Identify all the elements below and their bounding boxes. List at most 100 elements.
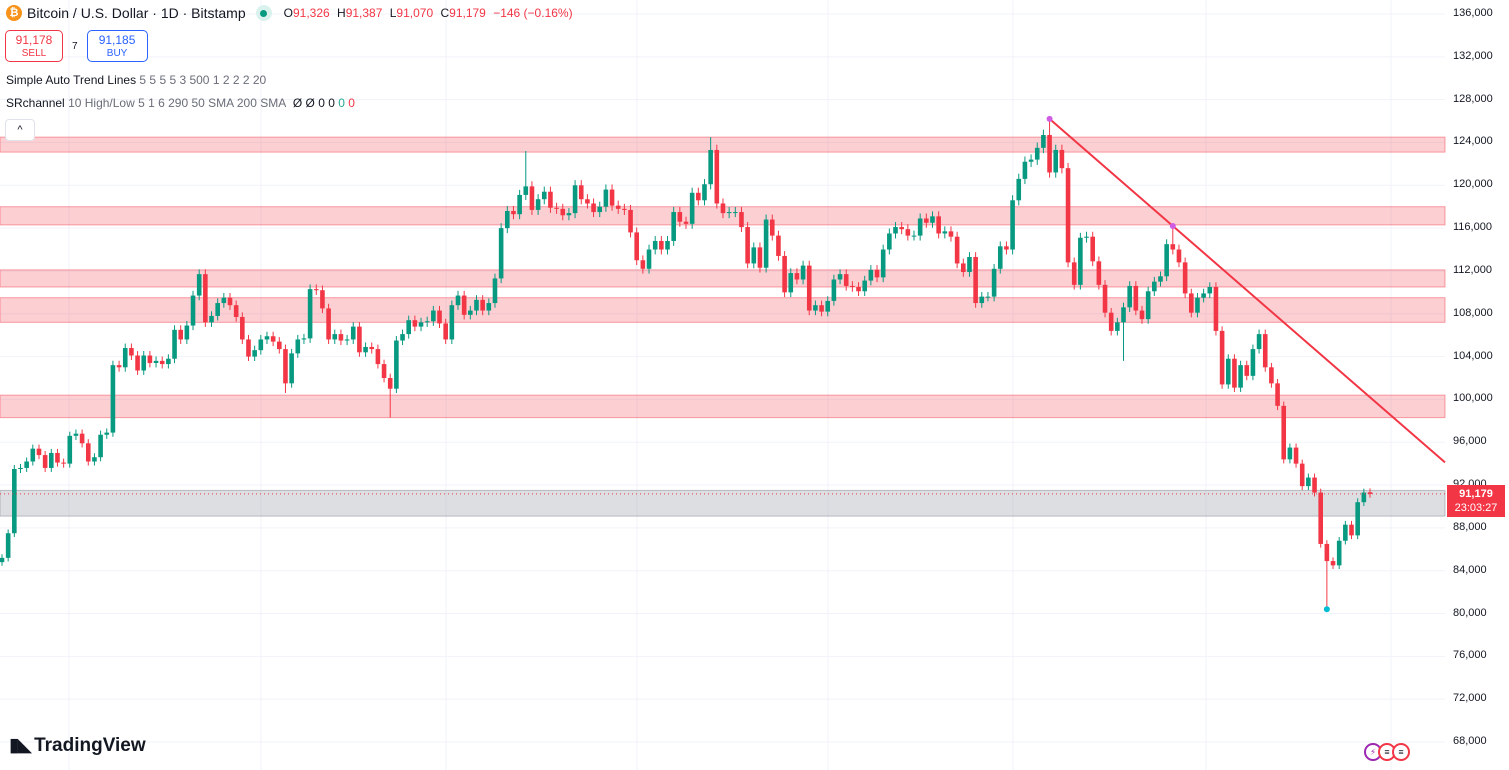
candle-body (1287, 447, 1293, 460)
indicator-params: 10 High/Low 5 1 6 290 50 SMA 200 SMA (68, 96, 286, 110)
tradingview-logo[interactable]: ▮◣ TradingView (9, 734, 146, 757)
gray-zone (0, 489, 1446, 517)
candle-body (646, 249, 652, 269)
candle-body (1299, 463, 1305, 487)
candle-body (862, 280, 868, 292)
candle-body (671, 212, 676, 241)
pivot-marker (1046, 115, 1053, 122)
candle-body (375, 349, 381, 365)
open-label: O (283, 6, 293, 20)
candle-body (387, 378, 393, 389)
candle-body (924, 218, 929, 223)
sr-zone (0, 269, 1446, 288)
candle-body (1281, 405, 1287, 460)
sr-zone (0, 136, 1446, 153)
candle-body (739, 212, 744, 228)
candle-body (449, 305, 455, 340)
candle-body (98, 434, 103, 458)
symbol-header: ₿ Bitcoin / U.S. Dollar · 1D · Bitstamp … (6, 5, 573, 21)
candle-body (1188, 293, 1194, 313)
candle-body (301, 338, 307, 340)
candle-body (702, 184, 707, 201)
candle-body (381, 364, 387, 378)
candle-body (110, 365, 116, 433)
candle-body (954, 236, 960, 264)
candle-body (732, 212, 738, 214)
buy-button[interactable]: 91,185 BUY (86, 30, 148, 62)
high-label: H (337, 6, 346, 20)
candle-body (985, 296, 991, 298)
candle-body (960, 263, 966, 273)
trendline-layer (0, 115, 1446, 613)
candle-body (930, 216, 935, 223)
candle-body (1139, 310, 1145, 320)
candle-body (18, 467, 23, 469)
candle-body (622, 208, 627, 210)
candle-body (893, 227, 898, 234)
candle-body (400, 334, 405, 341)
symbol-title[interactable]: Bitcoin / U.S. Dollar · 1D · Bitstamp (27, 5, 246, 21)
candle-body (184, 325, 190, 340)
us-flag-event-icon[interactable]: ≡ (1392, 743, 1410, 761)
candle-body (1256, 334, 1262, 350)
indicator-trend-lines[interactable]: Simple Auto Trend Lines 5 5 5 5 3 500 1 … (6, 73, 266, 87)
candle-body (566, 213, 572, 216)
candle-body (1090, 236, 1096, 262)
candle-body (313, 289, 319, 291)
tradingview-mark-icon: ▮◣ (9, 735, 32, 756)
candle-body (850, 285, 855, 287)
candle-body (196, 274, 202, 296)
candle-body (757, 247, 763, 268)
candle-body (1312, 477, 1317, 493)
candle-body (5, 533, 11, 558)
current-price: 91,179 (1459, 488, 1493, 500)
candle-body (73, 433, 79, 436)
price-tick-label: 84,000 (1453, 563, 1487, 576)
price-tick-label: 88,000 (1453, 520, 1487, 533)
event-icons: ⚡ ≡ ≡ (1364, 743, 1410, 761)
candle-body (455, 295, 461, 306)
candle-body (258, 339, 264, 351)
candle-body (967, 257, 972, 273)
candle-body (1262, 334, 1268, 368)
candle-body (603, 189, 609, 207)
candle-body (326, 308, 331, 340)
candle-body (1324, 543, 1330, 562)
candle-body (1121, 307, 1126, 323)
candle-body (363, 346, 368, 353)
candle-body (615, 205, 621, 209)
candle-body (825, 300, 831, 312)
candle-body (1152, 281, 1157, 292)
candle-body (1158, 276, 1163, 282)
sell-button[interactable]: 91,178 SELL (5, 30, 63, 62)
candle-body (1336, 540, 1342, 566)
candle-body (406, 320, 412, 335)
indicator-params: 5 5 5 5 3 500 1 2 2 2 20 (139, 73, 267, 87)
candle-body (246, 339, 251, 357)
candle-body (468, 310, 473, 315)
indicator-name: SRchannel (6, 96, 65, 110)
candle-body (30, 448, 36, 462)
candle-body (492, 278, 498, 304)
candle-body (1176, 249, 1182, 263)
candle-body (486, 303, 492, 311)
candle-body (1361, 492, 1367, 503)
candle-body (209, 315, 214, 323)
candle-body (1306, 477, 1311, 487)
candle-body (153, 360, 159, 364)
candle-body (1367, 492, 1373, 494)
candle-body (1053, 149, 1059, 173)
chevron-up-icon[interactable]: ^ (5, 119, 35, 141)
low-value: 91,070 (396, 6, 434, 20)
indicator-srchannel[interactable]: SRchannel 10 High/Low 5 1 6 290 50 SMA 2… (6, 96, 355, 110)
candle-body (979, 296, 985, 304)
candle-body (357, 326, 362, 353)
price-tick-label: 120,000 (1453, 178, 1493, 191)
candle-body (240, 316, 245, 340)
sr-zones (0, 136, 1446, 517)
trendline (1048, 118, 1446, 464)
candle-body (1170, 244, 1176, 250)
price-tick-label: 76,000 (1453, 649, 1487, 662)
candle-body (1219, 330, 1225, 385)
